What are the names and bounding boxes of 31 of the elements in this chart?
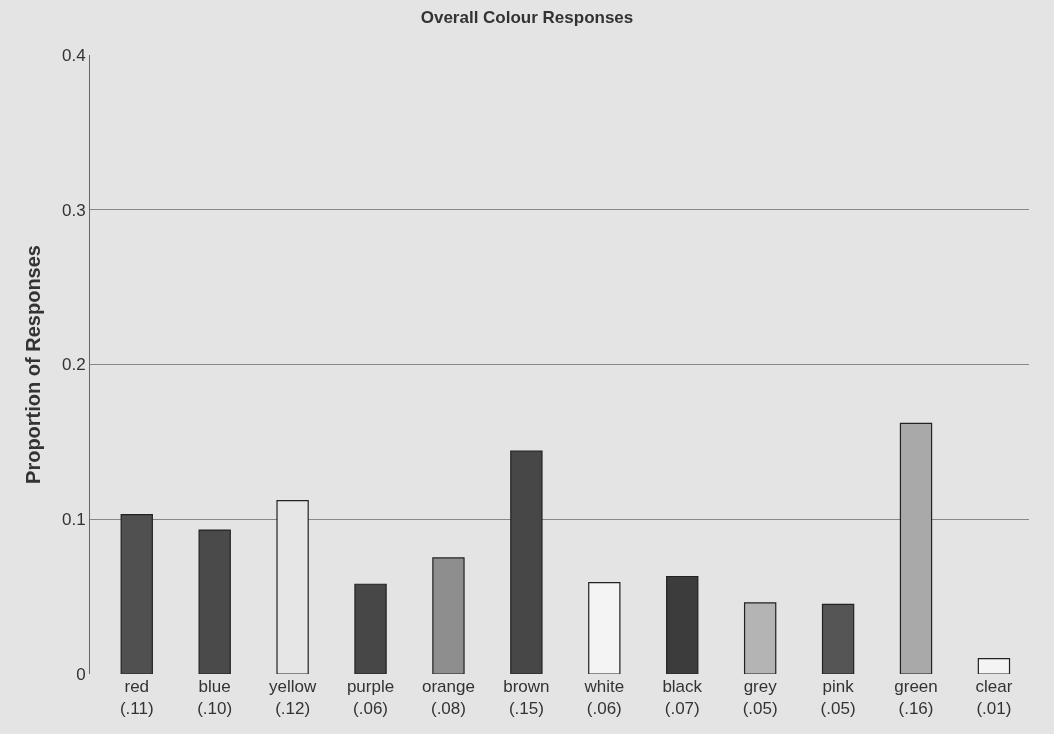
bar bbox=[821, 603, 855, 674]
y-tick-label: 0 bbox=[76, 664, 86, 684]
bar bbox=[588, 582, 621, 674]
y-tick-label: 0.1 bbox=[61, 510, 86, 530]
y-tick-label: 0.3 bbox=[61, 200, 86, 220]
bar bbox=[198, 529, 231, 674]
bar bbox=[510, 450, 543, 674]
x-tick-label: red (.11) bbox=[119, 677, 154, 719]
x-tick-label: orange (.08) bbox=[421, 677, 475, 719]
x-tick-label: pink (.05) bbox=[820, 677, 856, 719]
x-tick-label: clear (.01) bbox=[975, 677, 1013, 719]
x-tick-label: blue (.10) bbox=[197, 677, 233, 719]
y-tick-label: 0.4 bbox=[61, 45, 86, 65]
x-tick-label: purple (.06) bbox=[346, 677, 395, 719]
x-tick-label: green (.16) bbox=[894, 677, 938, 719]
chart-title: Overall Colour Responses bbox=[420, 7, 634, 27]
bar bbox=[899, 422, 933, 674]
bar bbox=[977, 657, 1011, 674]
x-tick-label: brown (.15) bbox=[503, 677, 550, 719]
y-axis-title: Proportion of Responses bbox=[22, 245, 45, 484]
bar bbox=[276, 500, 309, 674]
x-tick-label: white (.06) bbox=[583, 677, 625, 719]
y-tick-label: 0.2 bbox=[61, 355, 86, 375]
x-tick-label: grey (.05) bbox=[742, 677, 778, 719]
x-tick-label: black (.07) bbox=[662, 677, 703, 719]
bar bbox=[432, 557, 465, 674]
bar bbox=[120, 514, 153, 674]
bar bbox=[666, 575, 699, 674]
x-tick-label: yellow (.12) bbox=[268, 677, 317, 719]
bar bbox=[354, 583, 387, 674]
bar bbox=[743, 602, 777, 674]
